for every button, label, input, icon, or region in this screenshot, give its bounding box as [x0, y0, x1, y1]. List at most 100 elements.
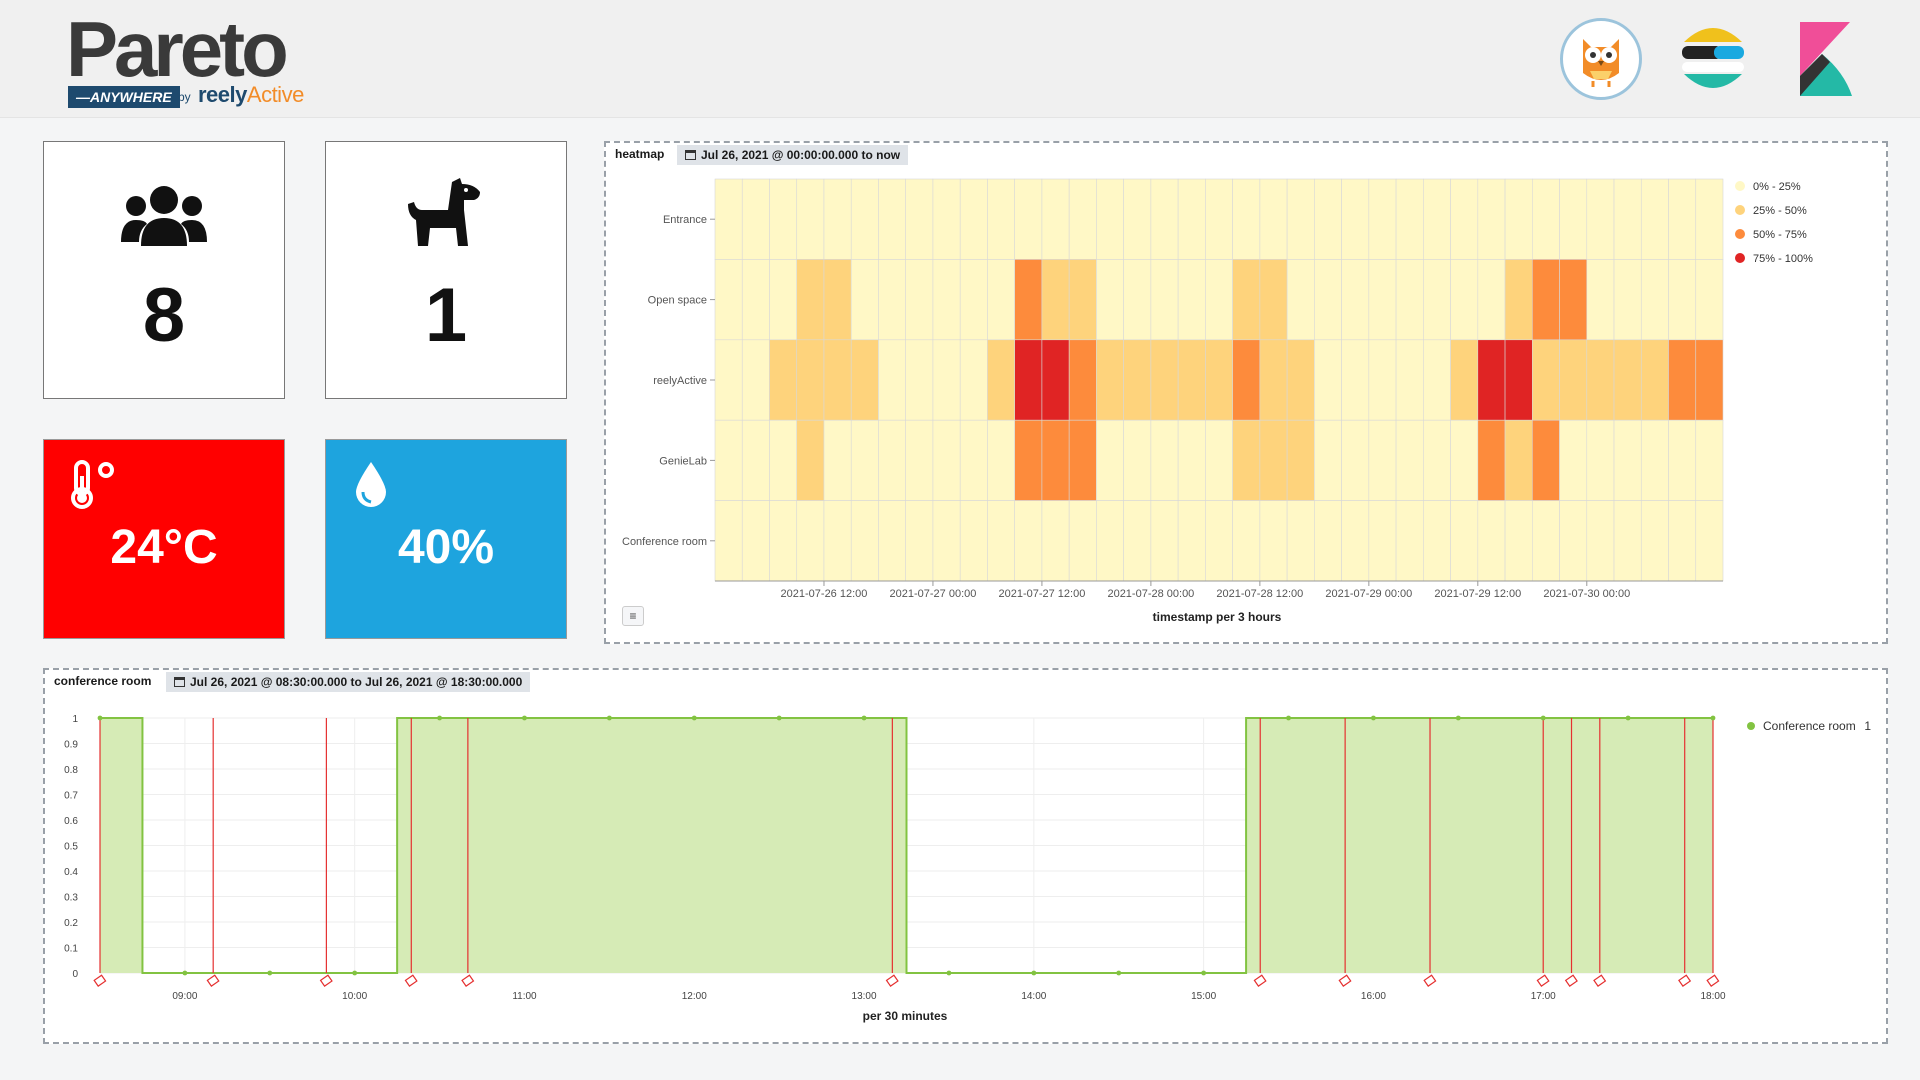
heatmap-x-tick-label: 2021-07-29 00:00: [1325, 588, 1412, 600]
heatmap-cell: [769, 419, 798, 501]
heatmap-cell: [850, 500, 879, 582]
people-count-value: 8: [142, 273, 186, 358]
heatmap-cell: [1205, 259, 1233, 341]
heatmap-cell: [1014, 178, 1043, 260]
heatmap-cell: [987, 339, 1015, 421]
annotation-tag-icon: [93, 974, 107, 987]
kibana-icon[interactable]: [1796, 20, 1854, 96]
heatmap-x-tick-label: 2021-07-30 00:00: [1543, 588, 1630, 600]
pareto-anywhere-logo[interactable]: Pareto —ANYWHERE by reelyActive: [66, 10, 316, 110]
heatmap-cell: [1041, 259, 1070, 341]
heatmap-cell: [1559, 178, 1588, 260]
heatmap-cell: [1640, 500, 1669, 582]
area-x-tick-label: 11:00: [512, 991, 537, 1002]
heatmap-cell: [1450, 339, 1479, 421]
heatmap-row-label: Open space: [648, 295, 707, 307]
heatmap-cell: [1531, 259, 1560, 341]
heatmap-cell: [1423, 339, 1451, 421]
annotation-tag-icon: [319, 974, 333, 987]
heatmap-cell: [1286, 178, 1315, 260]
annotation-tag-icon: [1564, 974, 1578, 987]
heatmap-cell: [769, 339, 798, 421]
dog-count-card[interactable]: 1: [325, 141, 567, 399]
heatmap-cell: [1668, 339, 1697, 421]
elastic-icon[interactable]: [1678, 20, 1748, 96]
heatmap-cell: [1096, 178, 1124, 260]
heatmap-cell: [1531, 500, 1560, 582]
heatmap-cell: [1123, 339, 1152, 421]
heatmap-cell: [1504, 500, 1533, 582]
legend-toggle-button[interactable]: ≡: [622, 606, 644, 626]
area-data-point: [1201, 970, 1207, 976]
area-data-point: [97, 715, 103, 721]
humidity-card[interactable]: 40%: [325, 439, 567, 639]
heatmap-time-range[interactable]: Jul 26, 2021 @ 00:00:00.000 to now: [677, 145, 909, 165]
heatmap-cell: [1341, 178, 1370, 260]
heatmap-cell: [1450, 178, 1479, 260]
conference-time-range-label: Jul 26, 2021 @ 08:30:00.000 to Jul 26, 2…: [190, 675, 523, 689]
heatmap-cell: [1395, 259, 1424, 341]
heatmap-cell: [1314, 259, 1342, 341]
heatmap-row-label: Entrance: [663, 214, 707, 226]
heatmap-cell: [1504, 339, 1533, 421]
area-data-point: [776, 715, 782, 721]
heatmap-cell: [1205, 178, 1233, 260]
heatmap-cell: [1150, 419, 1179, 501]
heatmap-cell: [1640, 339, 1669, 421]
heatmap-cell: [1586, 178, 1615, 260]
heatmap-cell: [1559, 259, 1588, 341]
heatmap-cell: [1450, 259, 1479, 341]
heatmap-cell: [1531, 178, 1560, 260]
heatmap-cell: [1613, 419, 1642, 501]
area-y-tick-label: 0.3: [64, 893, 78, 904]
heatmap-cell: [1177, 500, 1206, 582]
heatmap-cell: [850, 259, 879, 341]
heatmap-cell: [1286, 259, 1315, 341]
heatmap-cell: [1695, 419, 1724, 501]
heatmap-cell: [796, 178, 825, 260]
people-count-card[interactable]: 8: [43, 141, 285, 399]
heatmap-cell: [1695, 259, 1724, 341]
heatmap-cell: [1668, 419, 1697, 501]
heatmap-cell: [1177, 339, 1206, 421]
heatmap-cell: [1640, 259, 1669, 341]
heatmap-cell: [1259, 339, 1288, 421]
heatmap-cell: [1068, 419, 1097, 501]
heatmap-cell: [1395, 419, 1424, 501]
area-x-tick-label: 09:00: [172, 991, 197, 1002]
heatmap-cell: [1096, 259, 1124, 341]
heatmap-legend-swatch: [1735, 205, 1745, 215]
heatmap-cell: [959, 500, 988, 582]
heatmap-time-range-label: Jul 26, 2021 @ 00:00:00.000 to now: [701, 148, 901, 162]
calendar-icon: [174, 677, 185, 687]
heatmap-x-tick-label: 2021-07-28 00:00: [1107, 588, 1194, 600]
heatmap-cell: [1395, 178, 1424, 260]
heatmap-cell: [1314, 419, 1342, 501]
temperature-card[interactable]: 24°C: [43, 439, 285, 639]
area-y-tick-label: 0.7: [64, 791, 78, 802]
area-data-point: [946, 970, 952, 976]
heatmap-cell: [1314, 178, 1342, 260]
heatmap-cell: [1586, 500, 1615, 582]
area-x-tick-label: 14:00: [1021, 991, 1046, 1002]
dog-icon: [408, 176, 484, 253]
heatmap-cell: [823, 178, 852, 260]
heatmap-cell: [823, 419, 852, 501]
heatmap-cell: [1395, 500, 1424, 582]
heatmap-cell: [1559, 500, 1588, 582]
annotation-tag-icon: [1536, 974, 1550, 987]
heatmap-cell: [1041, 339, 1070, 421]
heatmap-cell: [796, 339, 825, 421]
heatmap-cell: [850, 419, 879, 501]
area-legend-swatch: [1747, 722, 1755, 730]
owl-icon[interactable]: [1560, 18, 1642, 100]
heatmap-cell: [1423, 500, 1451, 582]
area-y-tick-label: 0.9: [64, 740, 78, 751]
conference-time-range[interactable]: Jul 26, 2021 @ 08:30:00.000 to Jul 26, 2…: [166, 672, 531, 692]
heatmap-cell: [959, 419, 988, 501]
heatmap-cell: [1477, 259, 1506, 341]
conference-room-panel: conference room Jul 26, 2021 @ 08:30:00.…: [43, 668, 1888, 1044]
heatmap-cell: [1341, 500, 1370, 582]
area-data-point: [437, 715, 442, 721]
annotation-tag-icon: [1338, 974, 1352, 987]
